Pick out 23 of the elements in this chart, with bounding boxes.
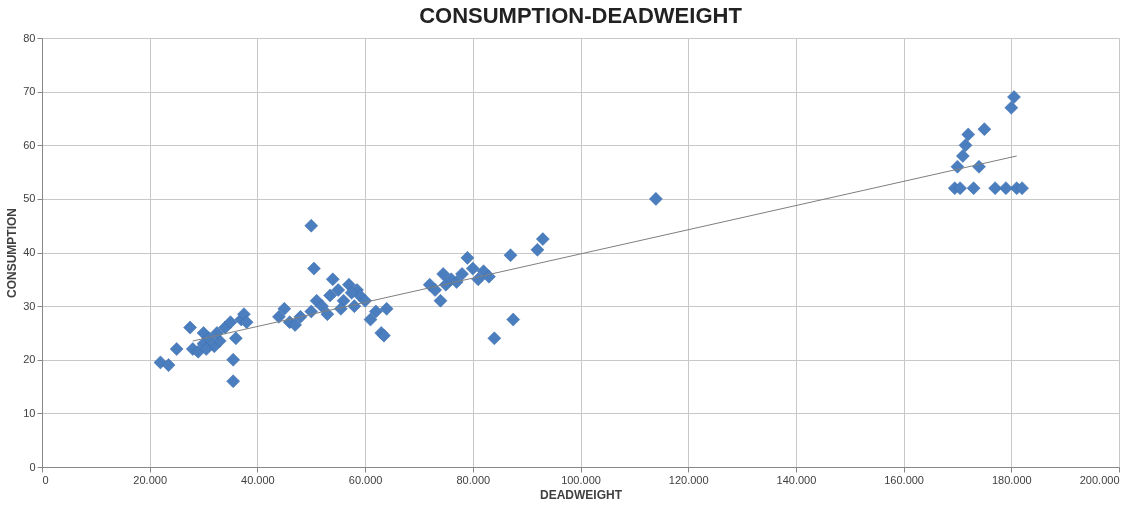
y-tick-label: 70 <box>23 85 36 98</box>
y-tick-label: 10 <box>23 406 36 419</box>
x-tick-label: 80.000 <box>456 473 491 486</box>
y-tick-label: 40 <box>23 246 36 258</box>
x-tick-label: 120.000 <box>668 473 709 486</box>
x-tick-label: 100.000 <box>561 473 601 486</box>
y-tick-label: 20 <box>23 353 36 366</box>
x-tick-label: 60.000 <box>348 473 383 486</box>
x-tick-label: 0 <box>42 473 49 486</box>
x-tick-label: 20.000 <box>133 473 168 486</box>
chart-title: CONSUMPTION-DEADWEIGHT <box>419 3 743 28</box>
x-axis-title: DEADWEIGHT <box>540 487 623 502</box>
y-tick-label: 50 <box>23 192 36 205</box>
x-tick-label: 180.000 <box>991 473 1032 486</box>
x-tick-label: 40.000 <box>241 473 275 486</box>
y-tick-label: 60 <box>23 138 36 151</box>
y-axis-title: CONSUMPTION <box>5 208 20 298</box>
y-tick-label: 80 <box>23 31 36 44</box>
x-tick-label: 200.000 <box>1079 473 1120 486</box>
x-tick-label: 160.000 <box>884 473 924 486</box>
y-tick-label: 0 <box>29 460 36 473</box>
x-tick-label: 140.000 <box>776 473 817 486</box>
y-tick-label: 30 <box>23 299 36 312</box>
